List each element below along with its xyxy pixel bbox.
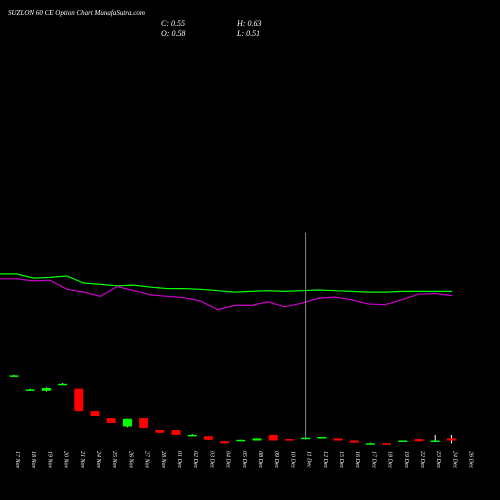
x-tick-label: 21 Nov xyxy=(79,451,85,469)
candle-body xyxy=(106,418,116,423)
open-readout: O: 0.58 xyxy=(161,29,186,38)
x-tick-label: 20 Nov xyxy=(63,451,69,469)
candle-body xyxy=(139,418,149,428)
candle-body xyxy=(122,418,132,427)
ma-fast-line xyxy=(0,273,452,293)
candle-body xyxy=(90,411,100,416)
x-tick-label: 05 Dec xyxy=(241,451,247,468)
x-tick-label: 22 Dec xyxy=(419,451,425,468)
candle-body xyxy=(252,438,262,441)
x-tick-label: 19 Nov xyxy=(46,451,52,469)
candle-body xyxy=(41,388,51,391)
x-tick-label: 16 Dec xyxy=(354,451,360,468)
candle-body xyxy=(414,439,424,442)
candle-body xyxy=(155,430,165,433)
high-readout: H: 0.63 xyxy=(237,19,262,28)
x-tick-label: 08 Dec xyxy=(257,451,263,468)
candle-body xyxy=(284,439,294,441)
x-tick-label: 19 Dec xyxy=(403,451,409,468)
candle-body xyxy=(430,440,440,442)
candle-body xyxy=(25,389,35,391)
x-tick-label: 26 Nov xyxy=(127,451,133,469)
x-tick-label: 24 Dec xyxy=(451,451,458,468)
candle-body xyxy=(220,441,230,444)
close-readout: C: 0.55 xyxy=(161,19,185,28)
candle-body xyxy=(398,440,408,442)
x-tick-label: 25 Nov xyxy=(111,451,117,469)
x-tick-label: 11 Dec xyxy=(306,451,312,468)
chart-title: SUZLON 60 CE Option Chart MunafaSutra.co… xyxy=(8,9,145,17)
candle-body xyxy=(333,438,343,441)
candle-body xyxy=(268,434,278,441)
candle-body xyxy=(203,436,213,440)
candle-body xyxy=(58,383,68,386)
low-readout: L: 0.51 xyxy=(237,29,261,38)
candle-body xyxy=(317,437,327,439)
x-tick-label: 10 Dec xyxy=(289,451,295,468)
x-tick-label: 03 Dec xyxy=(208,451,214,468)
x-tick-label: 18 Nov xyxy=(30,451,36,469)
x-tick-label: 15 Dec xyxy=(338,451,344,468)
x-tick-label: 26 Dec xyxy=(468,451,474,468)
x-tick-label: 18 Dec xyxy=(387,451,393,468)
x-tick-label: 24 Nov xyxy=(95,451,102,469)
candle-body xyxy=(187,434,197,437)
candle-body xyxy=(9,375,19,377)
candle-body xyxy=(382,443,392,445)
candle-body xyxy=(236,439,246,442)
candle-body xyxy=(301,437,311,440)
x-tick-label: 01 Dec xyxy=(176,451,182,468)
x-tick-label: 23 Dec xyxy=(435,451,441,468)
x-tick-label: 27 Nov xyxy=(144,451,150,469)
candle-body xyxy=(365,443,375,445)
candle-body xyxy=(349,440,359,443)
candle-body xyxy=(171,430,181,435)
candle-body xyxy=(446,438,456,441)
x-tick-label: 17 Nov xyxy=(14,451,20,469)
x-tick-label: 02 Dec xyxy=(192,451,198,468)
candle-body xyxy=(74,388,84,412)
x-tick-label: 04 Dec xyxy=(225,451,232,468)
ma-slow-line xyxy=(0,278,453,311)
x-tick-label: 09 Dec xyxy=(273,451,279,468)
x-tick-label: 12 Dec xyxy=(322,451,328,468)
x-tick-label: 17 Dec xyxy=(370,451,376,468)
x-tick-label: 28 Nov xyxy=(160,451,166,469)
